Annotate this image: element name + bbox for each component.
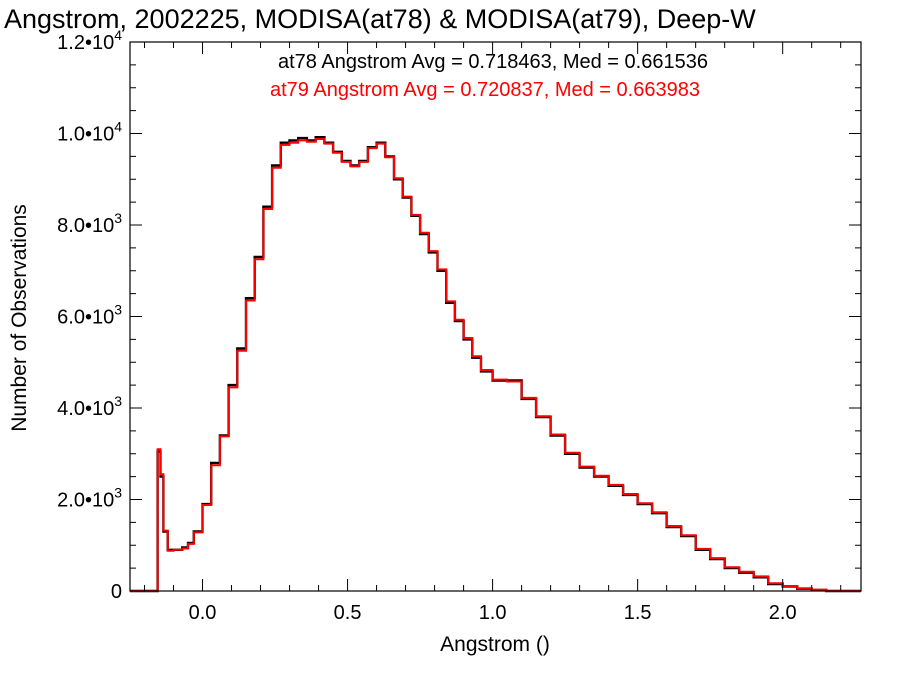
x-tick-label: 0.0 — [189, 602, 217, 624]
x-tick-label: 2.0 — [769, 602, 797, 624]
y-tick-label: 1.0•104 — [57, 119, 122, 146]
y-tick-label: 6.0•103 — [57, 302, 122, 329]
plot-area: 0.0 0.5 1.0 1.5 2.0 0 2.0•103 4.0•103 6.0•103 8.0… — [57, 27, 862, 624]
x-tick-label: 1.5 — [624, 602, 652, 624]
x-tick-label: 0.5 — [334, 602, 362, 624]
y-axis-label: Number of Observations — [8, 204, 31, 432]
annotation-at79: at79 Angstrom Avg = 0.720837, Med = 0.66… — [270, 79, 700, 101]
annotation-at78: at78 Angstrom Avg = 0.718463, Med = 0.66… — [278, 51, 708, 73]
x-axis-label: Angstrom () — [440, 633, 550, 656]
y-tick-label: 1.2•104 — [57, 27, 122, 54]
series-line-at79 — [130, 138, 861, 592]
plot-frame — [129, 41, 862, 592]
y-tick-label: 4.0•103 — [57, 393, 122, 420]
chart-title: Angstrom, 2002225, MODISA(at78) & MODISA… — [4, 4, 756, 34]
y-tick-label: 0 — [111, 581, 122, 603]
x-tick-label: 1.0 — [479, 602, 507, 624]
series-line-at78 — [130, 136, 861, 593]
y-tick-label: 2.0•103 — [57, 485, 122, 512]
y-tick-label: 8.0•103 — [57, 210, 122, 237]
